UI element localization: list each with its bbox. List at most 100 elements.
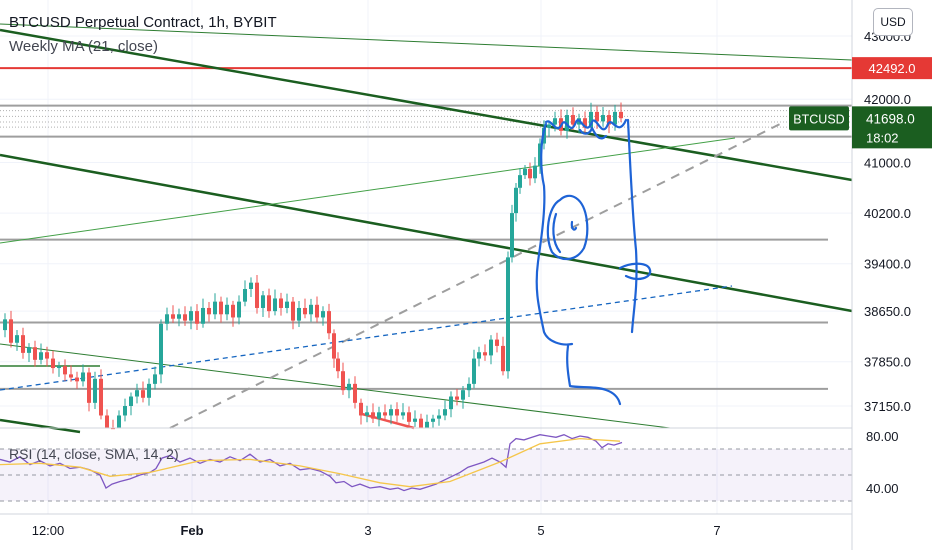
price-tick-2: 41000.0 bbox=[864, 155, 911, 170]
price-tags: 42492.0 BTCUSD 41698.0 18:02 bbox=[789, 57, 932, 149]
candle-body-60 bbox=[353, 383, 357, 403]
candle-body-71 bbox=[419, 418, 423, 428]
candle-body-57 bbox=[336, 358, 340, 372]
time-tick-0: 12:00 bbox=[32, 523, 65, 538]
candle-body-105 bbox=[607, 115, 611, 125]
trendline-thin-top bbox=[0, 23, 853, 61]
price-tick-7: 37150.0 bbox=[864, 399, 911, 414]
trendline-thin-falling bbox=[0, 343, 671, 429]
candle-body-1 bbox=[3, 319, 7, 331]
time-tick-3: 5 bbox=[537, 523, 544, 538]
rsi-pane bbox=[0, 434, 852, 502]
candle-body-84 bbox=[495, 339, 499, 346]
candle-body-41 bbox=[243, 288, 247, 302]
candle-body-12 bbox=[69, 374, 73, 378]
candle-body-38 bbox=[225, 304, 229, 315]
candle-body-26 bbox=[153, 374, 157, 384]
price-tick-4: 39400.0 bbox=[864, 257, 911, 272]
candle-body-54 bbox=[321, 311, 325, 318]
candle-body-66 bbox=[389, 409, 393, 416]
candle-body-83 bbox=[489, 339, 493, 356]
last-price-tag-text: 41698.0 bbox=[866, 111, 915, 126]
candle-body-70 bbox=[413, 418, 417, 422]
candle-body-44 bbox=[261, 295, 265, 308]
candle-body-62 bbox=[365, 412, 369, 416]
candle-body-95 bbox=[547, 124, 551, 128]
candle-body-52 bbox=[309, 304, 313, 315]
candle-body-36 bbox=[213, 301, 217, 315]
candle-body-91 bbox=[528, 168, 532, 179]
trendline-red-short bbox=[361, 412, 415, 430]
trendline-dark-3 bbox=[0, 418, 81, 434]
candle-body-96 bbox=[553, 118, 557, 125]
candle-body-82 bbox=[483, 352, 487, 356]
trendlines bbox=[0, 23, 853, 434]
candle-body-16 bbox=[93, 378, 97, 403]
price-tick-5: 38650.0 bbox=[864, 304, 911, 319]
rsi-line bbox=[0, 434, 623, 492]
candle-body-53 bbox=[315, 304, 319, 318]
candle-body-92 bbox=[533, 165, 537, 179]
candle-body-78 bbox=[461, 390, 465, 400]
candle-body-29 bbox=[171, 314, 175, 319]
candle-body-7 bbox=[39, 352, 43, 360]
candle-body-85 bbox=[501, 345, 505, 372]
candle-body-74 bbox=[437, 415, 441, 419]
sketch-stroke-7 bbox=[566, 344, 622, 406]
candle-body-103 bbox=[595, 111, 599, 122]
candle-body-46 bbox=[273, 298, 277, 312]
candle-body-9 bbox=[51, 358, 55, 369]
candle-body-40 bbox=[237, 301, 241, 318]
sketch-stroke-4 bbox=[552, 212, 562, 254]
trendline-light-rising bbox=[0, 137, 736, 244]
candle-body-88 bbox=[514, 187, 518, 214]
price-axis[interactable]: 43000.042000.041000.040200.039400.038650… bbox=[864, 29, 911, 414]
candle-body-93 bbox=[538, 143, 542, 166]
rsi-axis[interactable]: 80.00 40.00 bbox=[866, 429, 899, 496]
candle-body-28 bbox=[165, 314, 169, 324]
candle-body-107 bbox=[619, 111, 623, 119]
sketch-stroke-0 bbox=[544, 118, 628, 131]
candle-body-3 bbox=[15, 335, 19, 343]
rsi-legend[interactable]: RSI (14, close, SMA, 14, 2) bbox=[9, 446, 179, 462]
candle-body-37 bbox=[219, 301, 223, 315]
sketch-stroke-3 bbox=[546, 194, 589, 261]
candle-body-25 bbox=[147, 383, 151, 398]
candle-body-63 bbox=[371, 412, 375, 419]
price-tick-6: 37850.0 bbox=[864, 355, 911, 370]
candle-body-51 bbox=[303, 307, 307, 315]
candle-body-89 bbox=[518, 175, 522, 188]
candle-body-43 bbox=[255, 282, 259, 308]
candle-body-90 bbox=[523, 168, 527, 176]
chart-title: BTCUSD Perpetual Contract, 1h, BYBIT bbox=[9, 14, 277, 31]
sketch-stroke-1 bbox=[535, 122, 574, 346]
time-axis[interactable]: 12:00 Feb 3 5 7 bbox=[32, 523, 721, 538]
indicator-legend[interactable]: Weekly MA (21, close) bbox=[9, 38, 158, 55]
price-tick-3: 40200.0 bbox=[864, 206, 911, 221]
candle-body-32 bbox=[189, 311, 193, 321]
candle-body-55 bbox=[327, 311, 331, 334]
candle-body-76 bbox=[449, 396, 453, 410]
candle-body-69 bbox=[407, 412, 411, 422]
plot-background bbox=[0, 0, 852, 520]
hand-drawn-sketch bbox=[535, 118, 652, 406]
candle-body-34 bbox=[201, 307, 205, 324]
symbol-tag-bg bbox=[789, 106, 849, 131]
price-tick-1: 42000.0 bbox=[864, 92, 911, 107]
candle-body-58 bbox=[341, 371, 345, 391]
time-tick-4: 7 bbox=[713, 523, 720, 538]
candle-body-73 bbox=[431, 418, 435, 422]
candle-body-27 bbox=[159, 323, 163, 375]
candle-body-42 bbox=[249, 282, 253, 289]
trendline-gray-dashed bbox=[169, 123, 781, 429]
candle-body-87 bbox=[510, 213, 514, 258]
trendline-blue-dashed bbox=[0, 285, 733, 391]
currency-button[interactable]: USD bbox=[873, 8, 913, 36]
candle-body-15 bbox=[87, 372, 91, 403]
candle-body-31 bbox=[183, 314, 187, 321]
trendline-dark-2 bbox=[0, 153, 853, 313]
rsi-ma-line bbox=[0, 437, 621, 488]
candle-body-2 bbox=[9, 319, 13, 343]
candle-body-101 bbox=[583, 118, 587, 128]
